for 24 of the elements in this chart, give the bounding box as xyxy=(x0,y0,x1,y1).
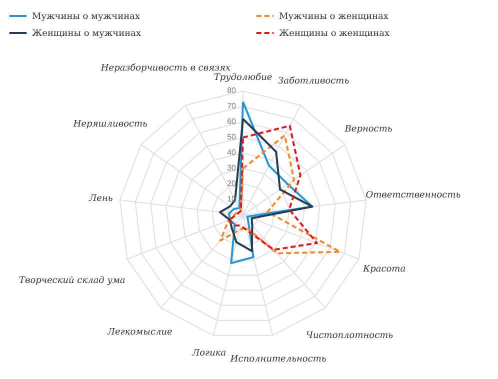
legend-label: Мужчины о женщинах xyxy=(279,12,388,22)
y-tick-label: 20 xyxy=(227,179,237,188)
spoke-label: Красота xyxy=(362,264,406,275)
spoke-label: Исполнительность xyxy=(229,354,326,364)
legend-label: Женщины о женщинах xyxy=(279,29,390,39)
legend-label: Женщины о мужчинах xyxy=(32,29,142,39)
legend-label: Мужчины о мужчинах xyxy=(32,12,140,22)
spoke-label: Чистоплотность xyxy=(306,331,394,342)
spoke-label: Заботливость xyxy=(278,76,350,87)
y-tick-label: 40 xyxy=(227,148,237,157)
y-tick-label: 50 xyxy=(227,132,237,142)
spoke-label: Логика xyxy=(191,348,226,358)
spoke-label: Трудолюбие xyxy=(214,72,272,83)
y-tick-label: 70 xyxy=(227,102,237,110)
spoke-label: Неразборчивость в связях xyxy=(100,62,230,74)
spoke-label: Ответственность xyxy=(366,190,461,200)
spoke-label: Легкомыслие xyxy=(106,327,172,338)
spoke-label: Лень xyxy=(88,194,113,204)
y-tick-label: 80 xyxy=(227,86,237,95)
y-tick-label: 30 xyxy=(227,164,237,172)
y-tick-label: 60 xyxy=(227,117,237,126)
spoke-label: Верность xyxy=(344,124,392,134)
spoke-label: Творческий склад ума xyxy=(18,276,126,286)
spoke-label: Неряшливость xyxy=(72,119,148,130)
